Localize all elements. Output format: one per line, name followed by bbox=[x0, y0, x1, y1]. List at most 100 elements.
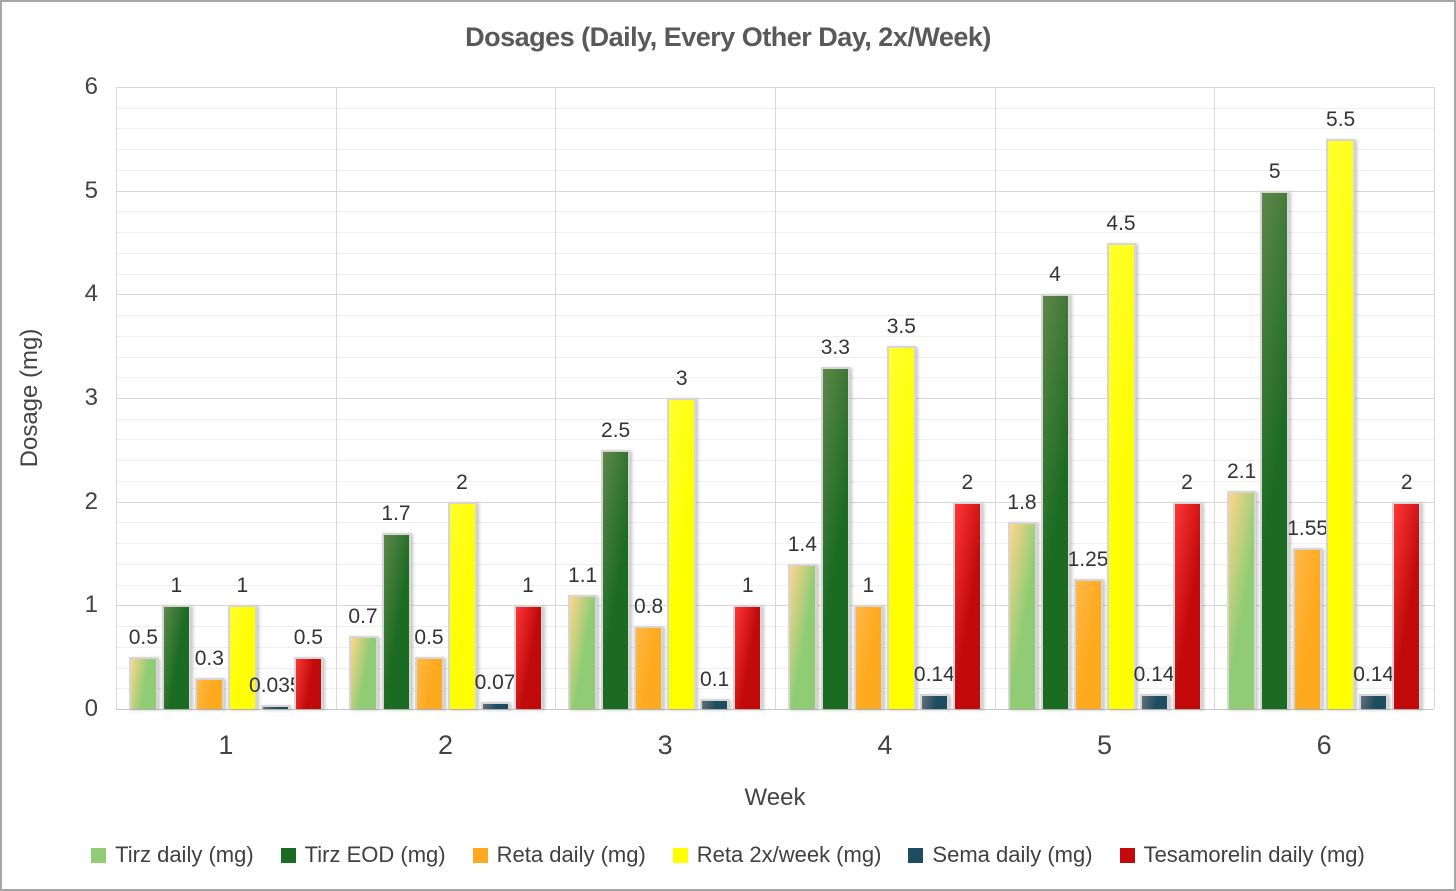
bar-value-label: 1 bbox=[236, 574, 249, 598]
bar bbox=[952, 501, 982, 709]
x-tick-label: 2 bbox=[437, 730, 453, 760]
bar bbox=[601, 449, 631, 709]
legend-swatch-icon bbox=[1119, 847, 1135, 863]
bar-value-label: 2 bbox=[961, 470, 974, 494]
bar bbox=[733, 605, 763, 709]
x-tick-label: 6 bbox=[1316, 730, 1332, 760]
bar-value-label: 1.55 bbox=[1287, 517, 1329, 541]
legend-item: Tirz EOD (mg) bbox=[280, 842, 446, 868]
bar-value-label: 0.1 bbox=[700, 667, 730, 691]
bar-value-label: 0.14 bbox=[1353, 663, 1395, 687]
y-tick-label: 6 bbox=[84, 73, 98, 100]
bar-value-label: 2 bbox=[456, 470, 468, 494]
bar-value-label: 1.1 bbox=[568, 563, 598, 587]
bar-value-label: 4.5 bbox=[1106, 211, 1136, 235]
bar bbox=[1007, 522, 1037, 709]
bar-value-label: 2.5 bbox=[601, 418, 631, 442]
bar bbox=[1359, 694, 1389, 709]
bar-value-label: 2.1 bbox=[1227, 460, 1257, 484]
bar bbox=[568, 594, 598, 709]
bar bbox=[161, 605, 191, 709]
y-tick-label: 5 bbox=[84, 176, 98, 204]
bar bbox=[1073, 579, 1103, 709]
bar bbox=[1293, 548, 1323, 709]
bar-value-label: 0.3 bbox=[194, 646, 224, 670]
y-tick-label: 0 bbox=[84, 695, 98, 722]
legend-swatch-icon bbox=[91, 847, 107, 863]
bar bbox=[1139, 694, 1169, 709]
bar bbox=[1227, 491, 1257, 709]
bar bbox=[700, 698, 730, 709]
bar-value-label: 4 bbox=[1049, 263, 1061, 287]
x-tick-label: 3 bbox=[657, 730, 673, 760]
bar-value-label: 0.14 bbox=[1133, 663, 1175, 687]
bar-value-label: 3.5 bbox=[886, 315, 916, 339]
bar bbox=[381, 532, 411, 709]
bar bbox=[1106, 242, 1136, 709]
bar bbox=[194, 677, 224, 709]
bar bbox=[1326, 138, 1356, 709]
bar bbox=[1172, 501, 1202, 709]
bar-value-label: 1.4 bbox=[787, 532, 817, 556]
category-gridline bbox=[555, 87, 557, 709]
bar bbox=[414, 657, 444, 709]
bar bbox=[820, 366, 850, 709]
bar bbox=[787, 563, 817, 709]
bar bbox=[634, 626, 664, 709]
x-tick-label: 5 bbox=[1096, 730, 1112, 760]
chart-title: Dosages (Daily, Every Other Day, 2x/Week… bbox=[465, 22, 991, 52]
bar bbox=[1040, 294, 1070, 709]
legend-swatch-icon bbox=[472, 847, 488, 863]
bar bbox=[260, 705, 290, 709]
y-tick-label: 4 bbox=[84, 280, 98, 308]
plot-area: 0.5 1 0.3 1 0.035 0.5 0.7 1.7 0.5 2 0.07 1 1.1 2.5 0.8… bbox=[116, 87, 1435, 710]
y-tick-label: 1 bbox=[84, 591, 98, 619]
bar-value-label: 1 bbox=[741, 574, 754, 598]
bar-value-label: 3 bbox=[675, 367, 688, 390]
bar-value-label: 0.8 bbox=[634, 595, 664, 619]
bar-value-label: 0.7 bbox=[348, 605, 378, 629]
bar bbox=[853, 605, 883, 709]
bar bbox=[348, 636, 378, 709]
bar-value-label: 0.07 bbox=[474, 670, 516, 694]
y-tick-label: 2 bbox=[84, 487, 98, 515]
bar bbox=[919, 694, 949, 709]
category-gridline bbox=[1214, 87, 1216, 709]
bar-value-label: 1 bbox=[170, 574, 183, 598]
bar-value-label: 1 bbox=[862, 574, 875, 598]
bar-value-label: 1.7 bbox=[381, 501, 411, 525]
bar-value-label: 2 bbox=[1400, 470, 1413, 494]
category-gridline bbox=[775, 87, 776, 709]
legend-item: Tirz daily (mg) bbox=[91, 842, 254, 868]
legend-item: Reta 2x/week (mg) bbox=[672, 842, 882, 868]
y-axis-title: Dosage (mg) bbox=[16, 328, 43, 468]
legend-swatch-icon bbox=[672, 847, 688, 863]
major-gridline bbox=[116, 709, 1434, 710]
bar-value-label: 0.14 bbox=[913, 663, 955, 687]
bar-value-label: 5 bbox=[1268, 159, 1281, 183]
legend-swatch-icon bbox=[280, 847, 296, 863]
legend-label: Reta 2x/week (mg) bbox=[696, 842, 882, 867]
x-tick-label: 1 bbox=[218, 730, 234, 760]
bar bbox=[1392, 501, 1422, 709]
bar-value-label: 1.25 bbox=[1067, 548, 1109, 572]
category-gridline bbox=[994, 87, 996, 709]
bar-value-label: 0.035 bbox=[249, 674, 302, 698]
bar bbox=[128, 657, 158, 709]
bar-value-label: 3.3 bbox=[820, 335, 850, 359]
bar bbox=[513, 605, 543, 709]
bar-value-label: 2 bbox=[1181, 470, 1193, 494]
legend-label: Tirz daily (mg) bbox=[115, 842, 254, 867]
x-tick-label: 4 bbox=[877, 730, 893, 760]
legend-item: Reta daily (mg) bbox=[472, 842, 646, 868]
legend-item: Tesamorelin daily (mg) bbox=[1119, 842, 1365, 868]
bar bbox=[886, 346, 916, 709]
legend-label: Tirz EOD (mg) bbox=[304, 842, 446, 867]
bar bbox=[667, 398, 697, 709]
x-axis-title: Week bbox=[744, 784, 806, 811]
bar-value-label: 5.5 bbox=[1326, 107, 1356, 131]
legend-item: Sema daily (mg) bbox=[908, 842, 1093, 868]
bar bbox=[447, 501, 477, 709]
legend-label: Sema daily (mg) bbox=[932, 842, 1093, 867]
